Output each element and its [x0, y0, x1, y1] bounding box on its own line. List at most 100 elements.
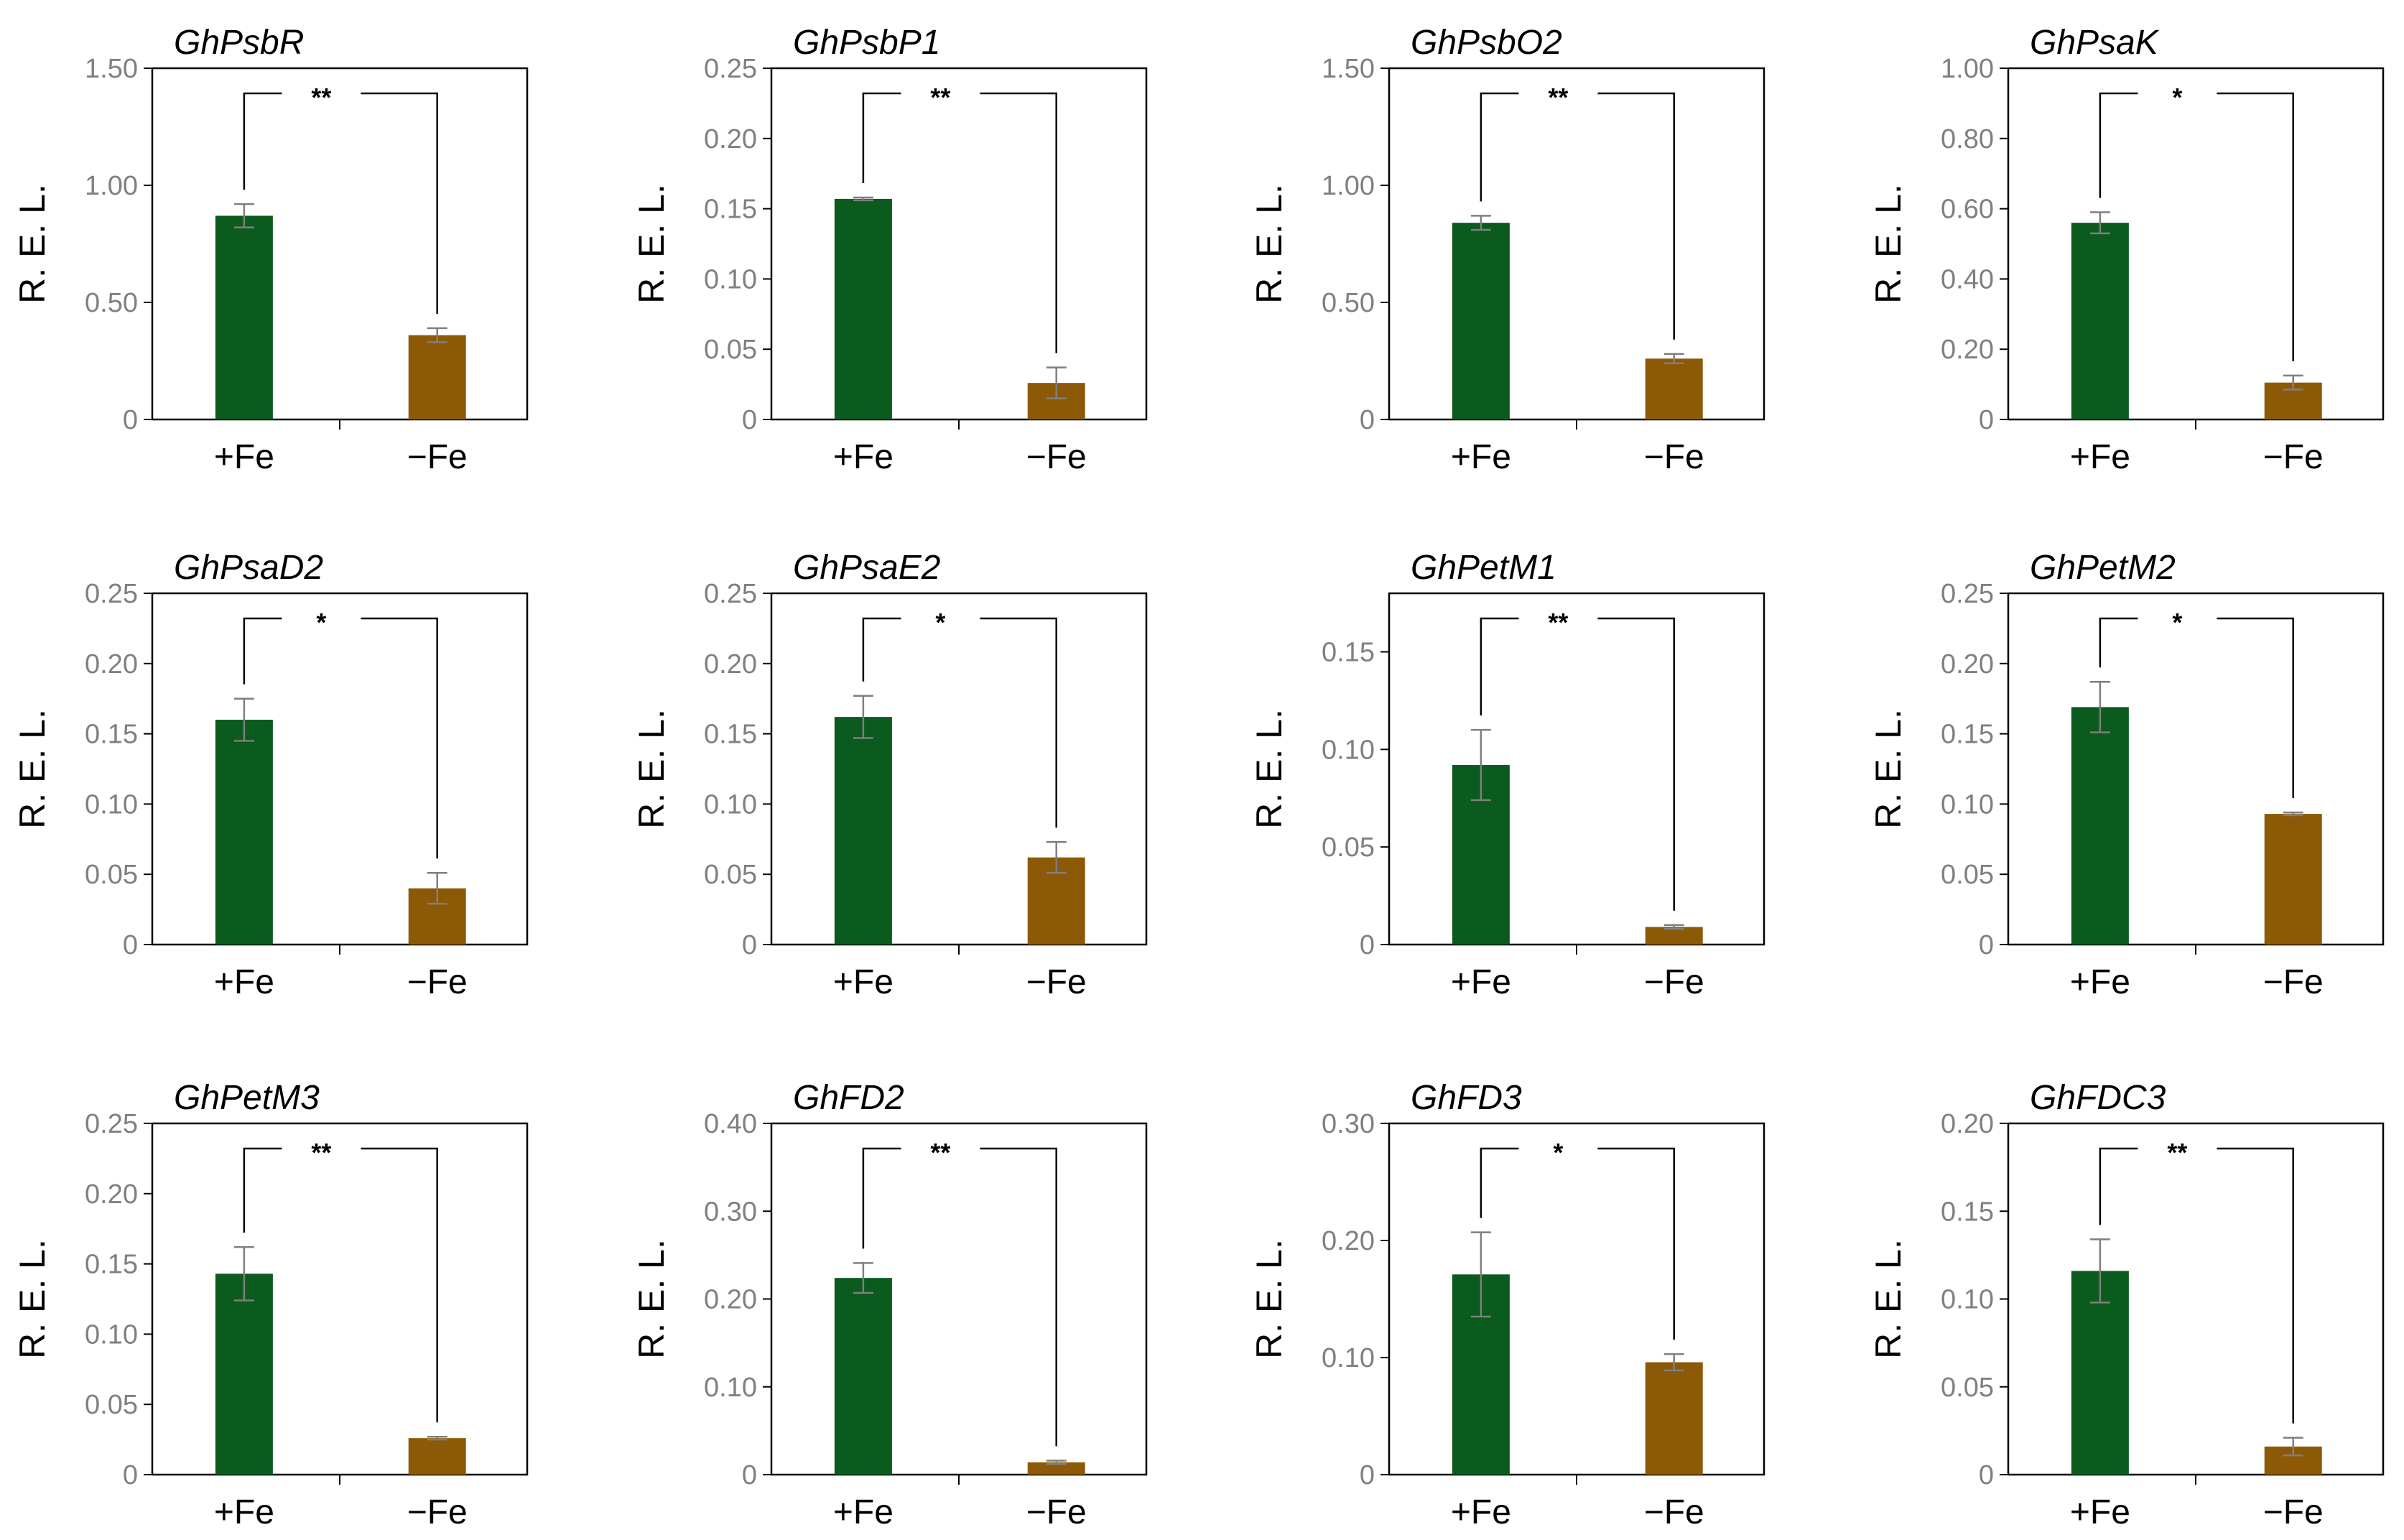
chart-7-panel: GhPetM2 R. E. L. 0 0.05 0.10 0.15 0.20 0.25 +Fe −… [1868, 549, 2385, 1001]
chart-11-ytick-label: 0 [1979, 1460, 1994, 1490]
chart-5-bar-plus-fe [834, 717, 892, 945]
chart-6-bar-minus-fe [1645, 927, 1703, 945]
chart-4-ytick-label: 0.05 [85, 860, 138, 890]
chart-0-title: GhPsbR [174, 24, 304, 62]
chart-6-ylabel: R. E. L. [1249, 709, 1289, 829]
chart-1-ytick-label: 0.05 [704, 335, 757, 365]
chart-2-ytick-label: 0.50 [1322, 288, 1375, 318]
chart-8-panel: GhPetM3 R. E. L. 0 0.05 0.10 0.15 0.20 0.25 +Fe −… [12, 1079, 529, 1531]
chart-9-ytick-label: 0 [742, 1460, 757, 1490]
chart-0-ytick-label: 1.00 [85, 171, 138, 201]
chart-8-ytick-label: 0.05 [85, 1390, 138, 1420]
chart-8-title: GhPetM3 [174, 1079, 320, 1117]
chart-8-significance-bracket [243, 1147, 438, 1423]
chart-4-ytick-label: 0 [123, 930, 138, 960]
chart-6-significance-label: ** [1548, 608, 1568, 637]
chart-5-xtick-label: −Fe [1026, 963, 1087, 1001]
chart-1-xtick-label: −Fe [1026, 438, 1087, 476]
chart-4-ytick-label: 0.10 [85, 789, 138, 820]
chart-3-significance-bracket [2099, 92, 2294, 361]
chart-11-bar-plus-fe [2071, 1271, 2129, 1475]
chart-2-ytick-label: 1.00 [1322, 171, 1375, 201]
chart-4-xtick-label: −Fe [407, 963, 468, 1001]
chart-0-xtick-label: −Fe [407, 438, 468, 476]
chart-7-ytick-label: 0.10 [1941, 789, 1994, 820]
chart-2-title: GhPsbO2 [1411, 24, 1562, 62]
chart-7-ytick-label: 0.15 [1941, 720, 1994, 750]
chart-7-ytick-label: 0.20 [1941, 649, 1994, 679]
chart-0-ytick-label: 1.50 [85, 54, 138, 84]
chart-11-ytick-label: 0.15 [1941, 1197, 1994, 1227]
chart-8-ytick-label: 0 [123, 1460, 138, 1490]
chart-9-ytick-label: 0.40 [704, 1109, 757, 1139]
chart-2-bar-plus-fe [1452, 223, 1510, 419]
chart-6-title: GhPetM1 [1411, 549, 1556, 587]
chart-1-ytick-label: 0.15 [704, 195, 757, 225]
chart-9-panel: GhFD2 R. E. L. 0 0.10 0.20 0.30 0.40 +Fe −Fe ** [631, 1079, 1148, 1531]
chart-1-ytick-label: 0.20 [704, 124, 757, 154]
chart-2-ytick-label: 0 [1360, 405, 1375, 435]
chart-4-title: GhPsaD2 [174, 549, 323, 587]
chart-0-bar-minus-fe [408, 335, 466, 419]
chart-7-xtick-label: −Fe [2263, 963, 2324, 1001]
chart-6-ytick-label: 0.05 [1322, 832, 1375, 863]
chart-1-xtick-label: +Fe [833, 438, 894, 476]
chart-9-ytick-label: 0.10 [704, 1373, 757, 1403]
chart-5-xtick-label: +Fe [833, 963, 894, 1001]
chart-0-xtick-label: +Fe [214, 438, 274, 476]
chart-2-panel: GhPsbO2 R. E. L. 0 0.50 1.00 1.50 +Fe −Fe ** [1249, 24, 1765, 476]
chart-10-xtick-label: +Fe [1451, 1493, 1511, 1531]
chart-5-ylabel: R. E. L. [631, 709, 672, 829]
chart-3-ylabel: R. E. L. [1868, 184, 1908, 304]
chart-9-ytick-label: 0.30 [704, 1197, 757, 1227]
chart-5-ytick-label: 0 [742, 930, 757, 960]
chart-1-frame [770, 67, 1148, 421]
chart-5-title: GhPsaE2 [793, 549, 940, 587]
chart-8-ylabel: R. E. L. [12, 1239, 52, 1359]
chart-2-significance-label: ** [1548, 83, 1568, 112]
chart-7-bar-minus-fe [2264, 814, 2322, 945]
chart-4-panel: GhPsaD2 R. E. L. 0 0.05 0.10 0.15 0.20 0.25 +Fe −… [12, 549, 529, 1001]
chart-10-title: GhFD3 [1411, 1079, 1522, 1117]
chart-9-ylabel: R. E. L. [631, 1239, 672, 1359]
chart-9-xtick-label: +Fe [833, 1493, 894, 1531]
chart-4-xtick-label: +Fe [214, 963, 274, 1001]
chart-2-frame [1388, 67, 1765, 421]
chart-5-significance-bracket [862, 617, 1057, 828]
chart-11-xtick-label: +Fe [2070, 1493, 2130, 1531]
chart-8-ytick-label: 0.15 [85, 1250, 138, 1280]
chart-5-ytick-label: 0.25 [704, 579, 757, 609]
chart-7-ytick-label: 0.05 [1941, 860, 1994, 890]
chart-4-ytick-label: 0.15 [85, 720, 138, 750]
chart-7-ylabel: R. E. L. [1868, 709, 1908, 829]
chart-8-ytick-label: 0.10 [85, 1319, 138, 1350]
chart-9-bar-minus-fe [1027, 1462, 1085, 1475]
chart-3-significance-label: * [2172, 83, 2182, 112]
chart-10-ytick-label: 0.10 [1322, 1343, 1375, 1373]
chart-3-ytick-label: 0.20 [1941, 335, 1994, 365]
chart-8-xtick-label: +Fe [214, 1493, 274, 1531]
chart-7-significance-label: * [2172, 608, 2182, 637]
chart-11-ytick-label: 0.20 [1941, 1109, 1994, 1139]
chart-7-xtick-label: +Fe [2070, 963, 2130, 1001]
chart-4-bar-plus-fe [215, 720, 273, 945]
chart-1-title: GhPsbP1 [793, 24, 940, 62]
chart-10-panel: GhFD3 R. E. L. 0 0.10 0.20 0.30 +Fe −Fe * [1249, 1079, 1765, 1531]
chart-9-ytick-label: 0.20 [704, 1285, 757, 1315]
chart-0-ytick-label: 0 [123, 405, 138, 435]
chart-3-title: GhPsaK [2030, 24, 2160, 62]
chart-11-significance-bracket [2099, 1147, 2294, 1424]
chart-3-ytick-label: 0.40 [1941, 264, 1994, 294]
chart-0-significance-label: ** [311, 83, 331, 112]
chart-1-bar-plus-fe [834, 198, 892, 419]
chart-9-significance-bracket [862, 1147, 1057, 1447]
chart-0-frame [151, 67, 529, 421]
chart-10-frame [1388, 1122, 1765, 1476]
chart-0-ylabel: R. E. L. [12, 184, 52, 304]
chart-7-ytick-label: 0.25 [1941, 579, 1994, 609]
chart-0-ytick-label: 0.50 [85, 288, 138, 318]
chart-8-bar-plus-fe [215, 1274, 273, 1475]
chart-7-bar-plus-fe [2071, 707, 2129, 945]
chart-7-frame [2007, 592, 2385, 946]
chart-3-bar-plus-fe [2071, 223, 2129, 419]
